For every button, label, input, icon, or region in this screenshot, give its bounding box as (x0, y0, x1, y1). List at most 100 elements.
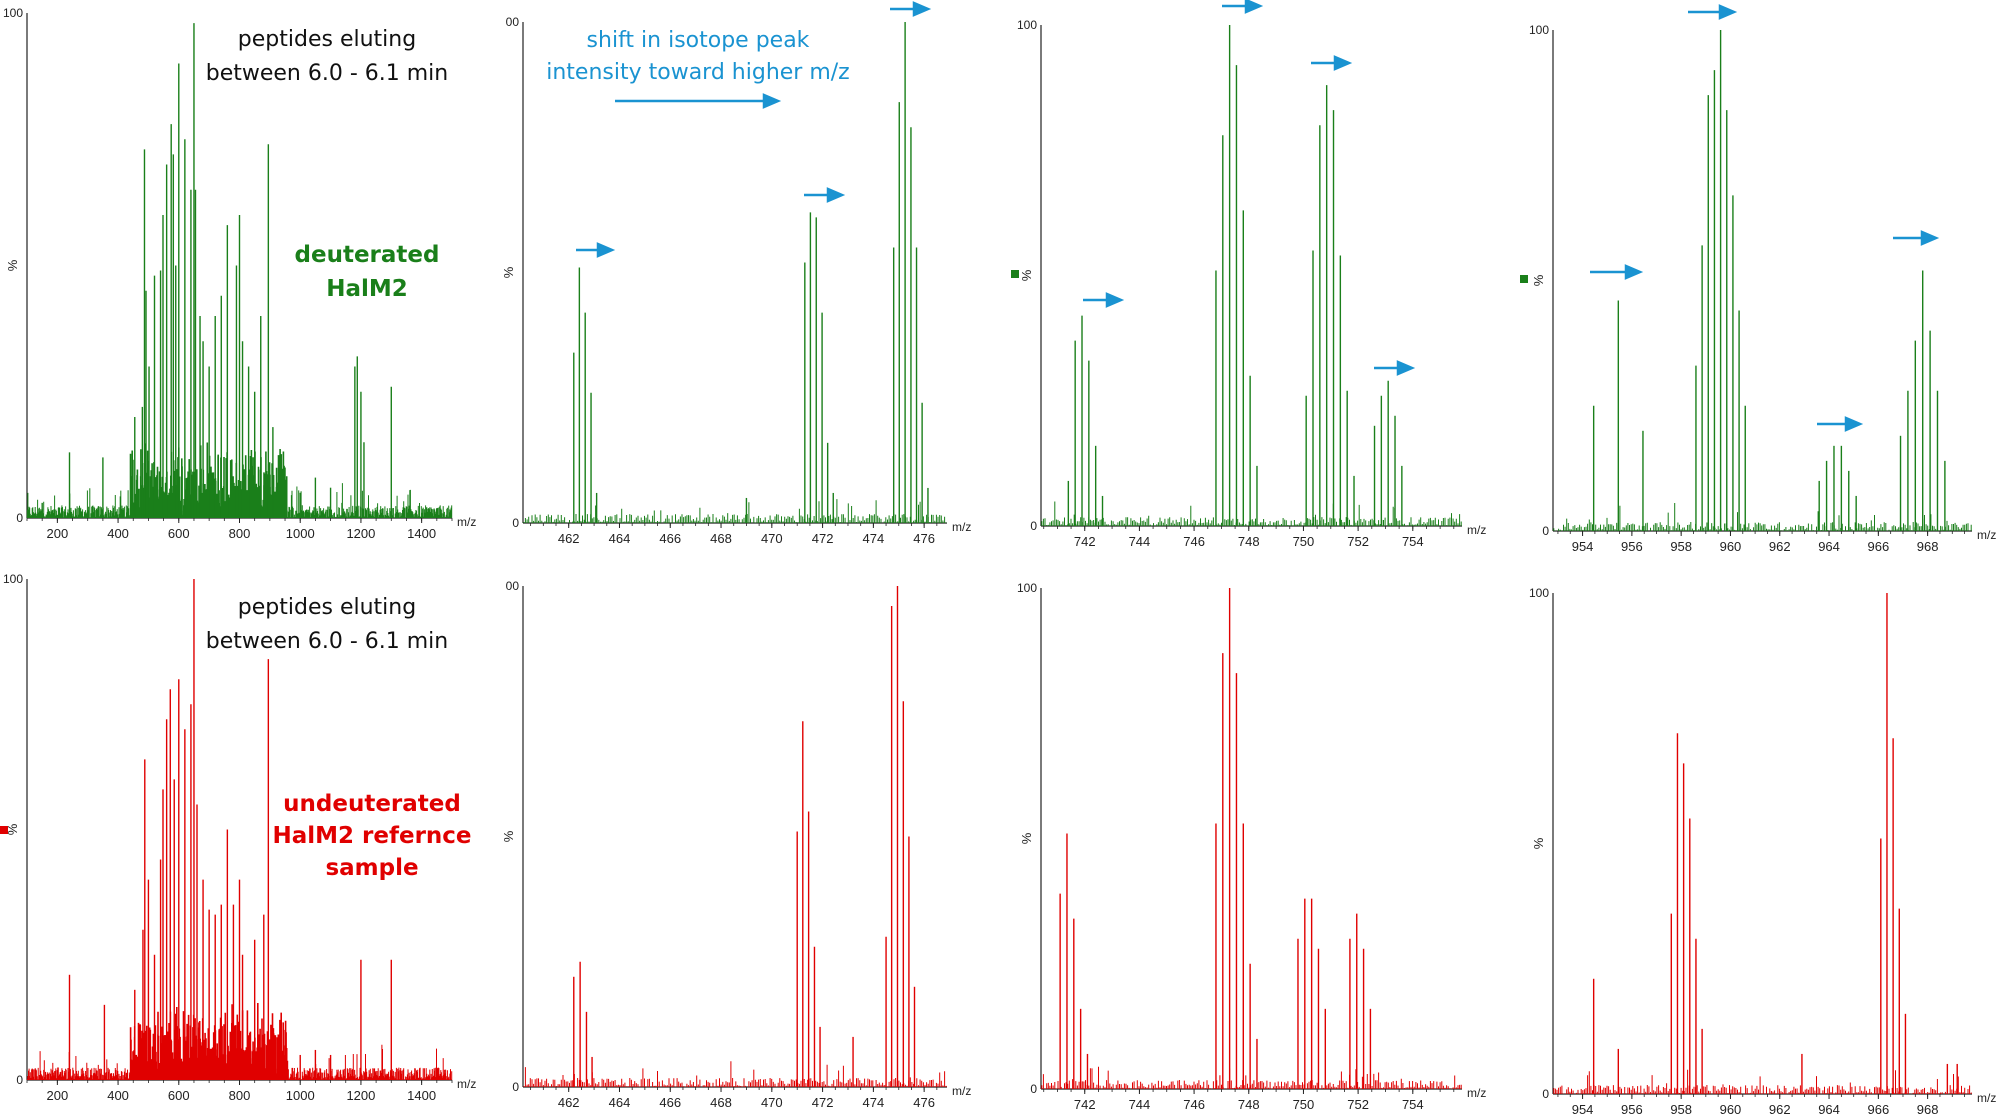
x-tick-label: 746 (1183, 1097, 1205, 1112)
row2-elution-label: peptides eluting between 6.0 - 6.1 min (206, 595, 449, 654)
x-tick-label: 964 (1818, 539, 1840, 554)
spectrum-panel-r1c4: 954 956 958 960 962 964 966 968 m/z 0 100% (1529, 23, 1996, 554)
y-tick-label: 0 (1542, 1087, 1549, 1101)
y-tick-label: 100 (1017, 581, 1037, 595)
row2-sample-label: undeuterated HalM2 refernce sample (272, 791, 471, 881)
x-tick-label: 476 (913, 1095, 935, 1110)
x-tick-label: 462 (558, 1095, 580, 1110)
x-axis-label: m/z (1467, 1086, 1486, 1100)
x-tick-label: 968 (1917, 1102, 1939, 1117)
arrow-icon (890, 1, 932, 17)
arrow-icon (576, 242, 616, 258)
baseline-noise (1041, 501, 1462, 526)
y-tick-label: 0 (16, 1073, 23, 1087)
x-tick-label: 754 (1402, 1097, 1424, 1112)
arrow-icon (1083, 292, 1125, 308)
x-tick-label: 1400 (407, 1088, 436, 1103)
x-tick-label: 464 (609, 531, 631, 546)
spectrum-panel-r2c1: 200 400 600 800 1000 1200 1400 m/z 0 100% (3, 572, 476, 1103)
x-tick-label: 956 (1621, 539, 1643, 554)
y-tick-label: 0 (1542, 524, 1549, 538)
arrow-icon (1893, 230, 1940, 246)
baseline-noise (1553, 1069, 1972, 1094)
x-tick-label: 200 (47, 1088, 69, 1103)
x-tick-label: 752 (1347, 1097, 1369, 1112)
x-axis-label: m/z (457, 1077, 476, 1091)
y-axis-label: % (1531, 837, 1546, 849)
y-tick-label: 100 (3, 572, 23, 586)
x-tick-label: 954 (1572, 1102, 1594, 1117)
arrow-icon (1222, 0, 1264, 14)
row2-sample-line-3: sample (325, 855, 418, 881)
x-tick-label: 962 (1769, 1102, 1791, 1117)
y-axis-label: % (5, 823, 20, 835)
x-tick-label: 754 (1402, 534, 1424, 549)
arrow-icon (804, 187, 846, 203)
x-tick-label: 752 (1347, 534, 1369, 549)
x-tick-label: 400 (107, 1088, 129, 1103)
x-tick-label: 474 (863, 531, 885, 546)
x-tick-label: 960 (1720, 1102, 1742, 1117)
x-tick-label: 1200 (346, 526, 375, 541)
marker-square-icon (0, 826, 8, 834)
row1-elution-line-2: between 6.0 - 6.1 min (206, 61, 449, 86)
x-tick-label: 600 (168, 1088, 190, 1103)
x-tick-label: 476 (913, 531, 935, 546)
x-tick-label: 1200 (346, 1088, 375, 1103)
arrow-icon (1590, 264, 1644, 280)
row2-sample-line-1: undeuterated (283, 791, 461, 817)
x-tick-label: 470 (761, 1095, 783, 1110)
row1-sample-line-2: HalM2 (326, 276, 408, 302)
x-tick-label: 750 (1293, 534, 1315, 549)
x-tick-label: 962 (1769, 539, 1791, 554)
arrow-icon (1688, 4, 1738, 20)
x-tick-label: 470 (761, 531, 783, 546)
y-tick-label: 100 (1529, 586, 1549, 600)
y-axis-label: % (1019, 832, 1034, 844)
spectrum-panel-r2c3: 742 744 746 748 750 752 754 m/z 0 100% (1017, 581, 1486, 1112)
x-tick-label: 964 (1818, 1102, 1840, 1117)
x-tick-label: 742 (1074, 1097, 1096, 1112)
row1-sample-label: deuterated HalM2 (295, 242, 440, 302)
x-tick-label: 744 (1129, 534, 1151, 549)
marker-square-icon (1520, 275, 1528, 283)
row2-sample-line-2: HalM2 refernce (272, 823, 471, 849)
x-tick-label: 1400 (407, 526, 436, 541)
x-tick-label: 958 (1670, 539, 1692, 554)
x-axis-label: m/z (952, 1084, 971, 1098)
x-tick-label: 474 (863, 1095, 885, 1110)
x-tick-label: 748 (1238, 534, 1260, 549)
x-tick-label: 966 (1867, 1102, 1889, 1117)
shift-arrows (576, 0, 1940, 432)
x-tick-label: 464 (609, 1095, 631, 1110)
x-tick-label: 200 (47, 526, 69, 541)
x-axis-label: m/z (457, 515, 476, 529)
spectrum-panel-r1c3: 742 744 746 748 750 752 754 m/z 0 100% (1017, 18, 1486, 549)
shift-note-line-2: intensity toward higher m/z (546, 60, 849, 85)
y-tick-label: 00 (506, 579, 520, 593)
x-tick-label: 968 (1917, 539, 1939, 554)
x-tick-label: 466 (659, 1095, 681, 1110)
x-tick-label: 954 (1572, 539, 1594, 554)
y-tick-label: 0 (1030, 519, 1037, 533)
y-axis-label: % (1531, 274, 1546, 286)
dense-peak-cluster (129, 442, 288, 518)
x-tick-label: 462 (558, 531, 580, 546)
shift-note-line-1: shift in isotope peak (587, 28, 810, 53)
x-tick-label: 966 (1867, 539, 1889, 554)
x-tick-label: 744 (1129, 1097, 1151, 1112)
x-tick-label: 472 (812, 1095, 834, 1110)
arrow-icon (1311, 55, 1353, 71)
x-tick-label: 1000 (286, 526, 315, 541)
shift-note: shift in isotope peak intensity toward h… (546, 28, 849, 85)
x-tick-label: 800 (229, 526, 251, 541)
arrow-icon (1817, 416, 1864, 432)
marker-square-icon (1011, 270, 1019, 278)
y-tick-label: 00 (506, 15, 520, 29)
y-axis-label: % (5, 259, 20, 271)
baseline-noise (1041, 1066, 1462, 1089)
x-tick-label: 400 (107, 526, 129, 541)
x-tick-label: 468 (710, 531, 732, 546)
x-tick-label: 750 (1293, 1097, 1315, 1112)
